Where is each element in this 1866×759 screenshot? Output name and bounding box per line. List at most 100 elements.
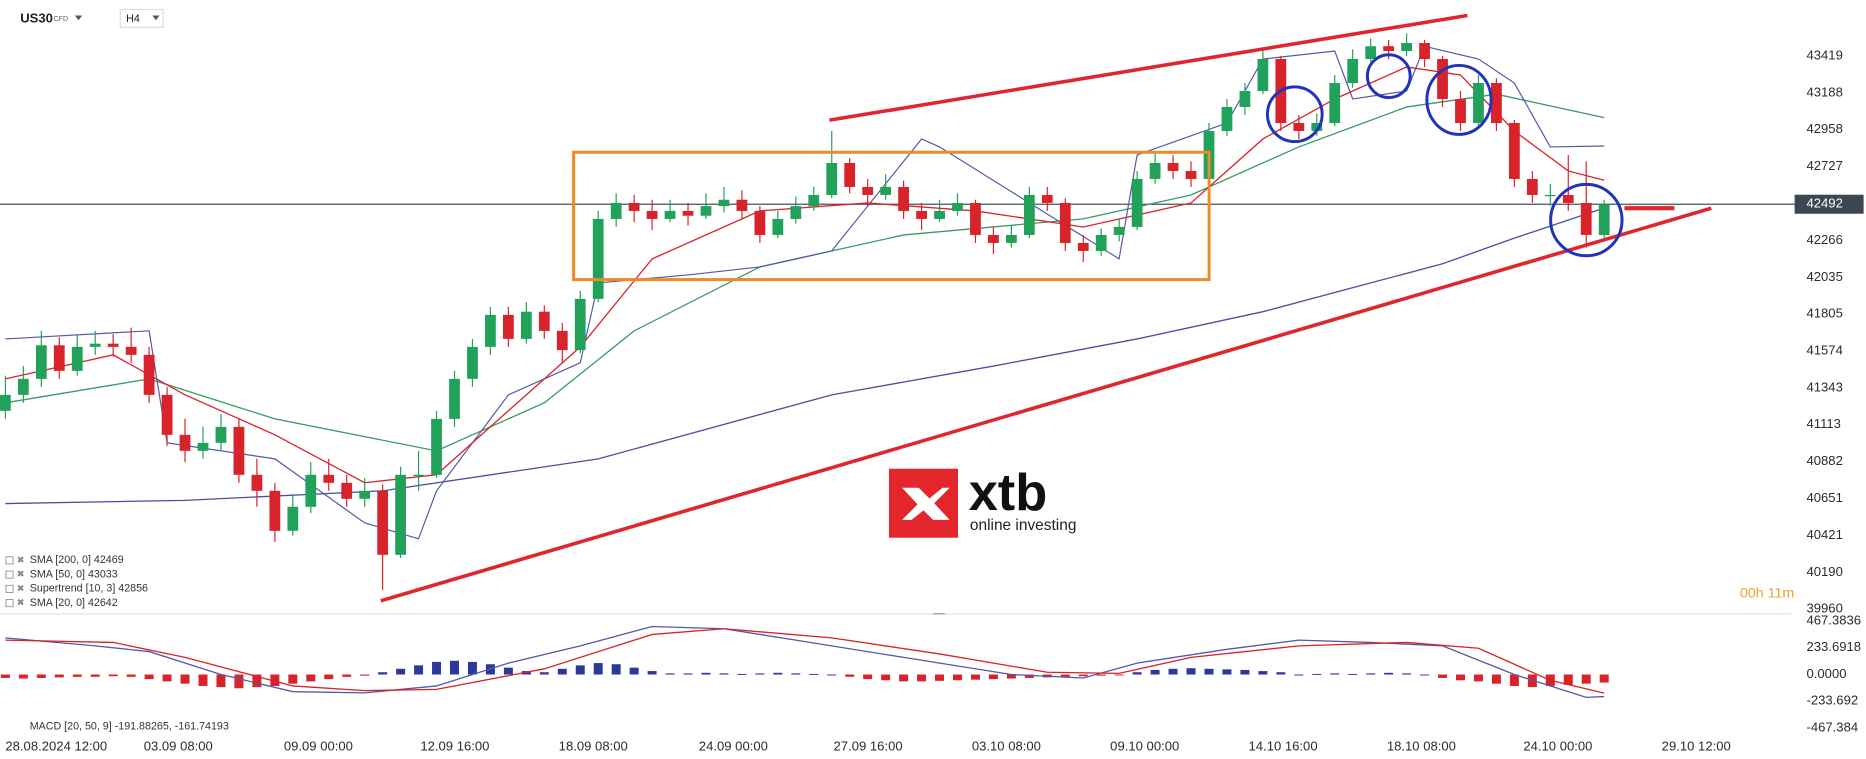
candle-body	[215, 426, 227, 443]
y-tick-label: 467.3836	[1806, 612, 1861, 627]
legend-close[interactable]: ✖	[17, 583, 25, 594]
candle-body	[1077, 242, 1089, 251]
macd-histogram-bar	[432, 661, 442, 675]
macd-histogram-bar	[539, 672, 549, 675]
macd-histogram-bar	[1078, 674, 1088, 677]
candle-body	[377, 490, 389, 555]
indicator-line	[5, 625, 1605, 699]
highlight-circle[interactable]	[1265, 85, 1324, 144]
candle-body	[341, 482, 353, 499]
candle-body	[898, 186, 909, 211]
macd-histogram-bar	[952, 674, 962, 681]
y-tick-label: 39960	[1806, 601, 1842, 616]
macd-histogram-bar	[1420, 674, 1430, 676]
y-tick-label: 42958	[1806, 121, 1842, 136]
macd-histogram-bar	[216, 674, 226, 688]
macd-histogram-bar	[1168, 668, 1178, 675]
candle-body	[952, 202, 963, 211]
x-tick-label: 27.09 16:00	[834, 739, 903, 754]
macd-histogram-bar	[1276, 672, 1286, 675]
candle-body	[107, 343, 119, 347]
candle-body	[754, 210, 766, 235]
symbol[interactable]: US30	[20, 10, 53, 25]
macd-histogram-bar	[72, 674, 82, 677]
candle-body	[1347, 59, 1359, 84]
y-tick-label: 40190	[1806, 564, 1842, 579]
y-tick-label: 40421	[1806, 527, 1842, 542]
macd-histogram-bar	[809, 673, 819, 675]
candle-body	[664, 210, 676, 219]
macd-histogram-bar	[1599, 674, 1609, 683]
timeframe-box[interactable]	[119, 8, 164, 28]
macd-histogram-bar	[1473, 674, 1483, 682]
symbol-dropdown[interactable]	[74, 15, 83, 21]
candle-body	[233, 426, 245, 475]
candle-body	[970, 202, 981, 235]
y-tick-label: 42727	[1806, 158, 1842, 173]
x-tick-label: 09.10 00:00	[1110, 739, 1179, 754]
indicator-line	[5, 207, 1605, 505]
macd-histogram-bar	[1563, 674, 1573, 685]
candle-body	[844, 162, 856, 187]
indicator-line	[5, 66, 1605, 484]
macd-histogram-bar	[1312, 673, 1322, 675]
candle-body	[1185, 170, 1197, 179]
legend-close[interactable]: ✖	[17, 555, 25, 566]
candle-body	[251, 474, 263, 491]
macd-histogram-bar	[198, 674, 208, 686]
macd-histogram-bar	[1294, 674, 1304, 676]
macd-histogram-bar	[719, 673, 729, 675]
logo-x	[902, 487, 950, 520]
annotations	[380, 13, 1712, 603]
macd-histogram-bar	[503, 667, 513, 675]
candle-body	[1437, 59, 1448, 99]
x-tick-label: 09.09 00:00	[284, 739, 353, 754]
candle-body	[1131, 178, 1143, 227]
highlight-circle[interactable]	[1425, 63, 1493, 136]
indicator-line	[5, 628, 1605, 694]
timeframe-dropdown[interactable]	[152, 15, 160, 21]
x-tick-label: 03.10 08:00	[972, 739, 1041, 754]
candle-body	[538, 311, 550, 331]
x-tick-label: 12.09 16:00	[420, 739, 489, 754]
candle-body	[179, 434, 191, 451]
candle-body	[161, 394, 173, 435]
macd-histogram-bar	[414, 665, 424, 675]
macd-histogram-bar	[1024, 674, 1034, 678]
highlight-circle[interactable]	[1365, 53, 1412, 100]
trend-line[interactable]	[829, 13, 1468, 122]
macd-histogram-bar	[252, 674, 262, 688]
candle-body	[413, 474, 424, 477]
macd-histogram-bar	[144, 674, 154, 680]
indicator-line	[5, 45, 1605, 540]
macd-histogram-bar	[90, 674, 100, 677]
range-box[interactable]	[572, 150, 1211, 282]
candle-body	[862, 186, 874, 195]
candle-body	[1167, 162, 1179, 171]
candle-body	[592, 218, 604, 299]
macd-histogram-bar	[755, 673, 765, 675]
y-tick-label: 0.0000	[1806, 666, 1846, 681]
instrument-type: CFD	[54, 15, 69, 23]
macd-histogram-bar	[0, 674, 10, 678]
candle-body	[772, 218, 784, 235]
highlight-circle[interactable]	[1549, 182, 1624, 258]
y-tick-label: 41343	[1806, 379, 1842, 394]
candle-body	[1455, 98, 1466, 123]
macd-histogram-bar	[575, 665, 585, 675]
candle-body	[1562, 194, 1574, 203]
logo-brand: xtb	[969, 464, 1048, 522]
macd-histogram-bar	[970, 674, 980, 680]
x-tick-label: 24.10 00:00	[1523, 739, 1592, 754]
macd-histogram-bar	[647, 671, 657, 675]
macd-histogram-bar	[557, 668, 567, 675]
macd-histogram-bar	[737, 673, 747, 675]
legend-close[interactable]: ✖	[17, 569, 25, 580]
trend-line[interactable]	[380, 206, 1712, 603]
toolbar: US30 CFD H4	[20, 8, 164, 28]
macd-histogram-bar	[629, 667, 639, 675]
candle-body	[1005, 234, 1017, 243]
legend-close[interactable]: ✖	[17, 598, 25, 609]
macd-histogram-bar	[288, 674, 298, 684]
